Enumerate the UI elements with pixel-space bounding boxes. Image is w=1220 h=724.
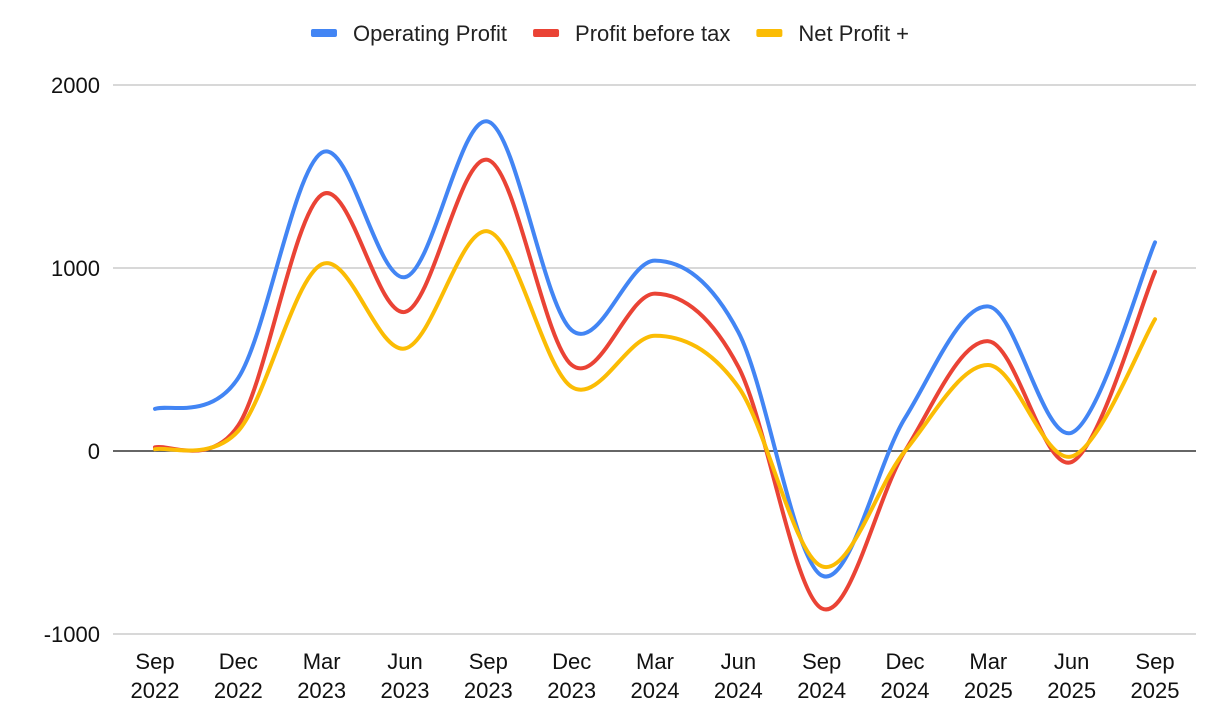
x-tick-year: 2023 — [381, 678, 430, 703]
legend-swatch — [756, 29, 783, 37]
x-tick-month: Sep — [135, 649, 174, 674]
x-tick-label: Dec 2024 — [881, 649, 930, 703]
chart-series — [153, 119, 1157, 612]
x-tick-year: 2024 — [797, 678, 846, 703]
chart-legend: Operating Profit Profit before tax Net Pro… — [310, 21, 909, 46]
x-tick-year: 2024 — [714, 678, 763, 703]
y-tick-label: 1000 — [51, 256, 100, 281]
series-line-net-profit — [153, 229, 1157, 570]
chart-gridlines — [113, 84, 1196, 635]
x-tick-year: 2023 — [547, 678, 596, 703]
x-tick-month: Jun — [1054, 649, 1089, 674]
legend-item: Operating Profit — [310, 21, 507, 46]
x-tick-label: Dec 2022 — [214, 649, 263, 703]
legend-label: Profit before tax — [575, 21, 730, 46]
legend-swatch — [533, 29, 560, 37]
x-tick-year: 2023 — [464, 678, 513, 703]
series-line-operating-profit — [153, 119, 1157, 579]
x-tick-label: Mar 2025 — [964, 649, 1013, 703]
x-tick-month: Mar — [969, 649, 1007, 674]
x-tick-year: 2022 — [214, 678, 263, 703]
x-tick-label: Sep 2023 — [464, 649, 513, 703]
series-line-profit-before-tax — [153, 158, 1157, 612]
x-tick-label: Sep 2022 — [131, 649, 180, 703]
x-tick-month: Dec — [552, 649, 591, 674]
legend-swatch — [310, 29, 337, 37]
x-tick-month: Dec — [219, 649, 258, 674]
x-tick-year: 2024 — [631, 678, 680, 703]
x-tick-label: Mar 2023 — [297, 649, 346, 703]
x-tick-label: Sep 2024 — [797, 649, 846, 703]
x-tick-month: Mar — [636, 649, 674, 674]
x-tick-month: Sep — [469, 649, 508, 674]
x-tick-label: Mar 2024 — [631, 649, 680, 703]
x-tick-month: Mar — [303, 649, 341, 674]
x-tick-month: Jun — [387, 649, 422, 674]
x-tick-year: 2024 — [881, 678, 930, 703]
x-tick-year: 2025 — [1131, 678, 1180, 703]
y-tick-label: 0 — [88, 439, 100, 464]
x-tick-month: Dec — [885, 649, 924, 674]
x-tick-month: Jun — [721, 649, 756, 674]
x-tick-year: 2022 — [131, 678, 180, 703]
x-tick-month: Sep — [1135, 649, 1174, 674]
legend-label: Operating Profit — [353, 21, 507, 46]
legend-label: Net Profit + — [798, 21, 909, 46]
y-tick-label: 2000 — [51, 73, 100, 98]
x-tick-label: Jun 2024 — [714, 649, 763, 703]
x-tick-month: Sep — [802, 649, 841, 674]
x-axis-ticks: Sep 2022 Dec 2022 Mar 2023 Jun 2023 Sep 2023 Dec 20… — [131, 649, 1180, 703]
y-tick-label: -1000 — [44, 622, 100, 647]
x-tick-year: 2023 — [297, 678, 346, 703]
x-tick-label: Sep 2025 — [1131, 649, 1180, 703]
legend-item: Net Profit + — [756, 21, 909, 46]
y-axis-ticks: -1000 0 1000 2000 — [44, 73, 100, 647]
x-tick-year: 2025 — [964, 678, 1013, 703]
x-tick-label: Dec 2023 — [547, 649, 596, 703]
legend-item: Profit before tax — [533, 21, 730, 46]
x-tick-label: Jun 2023 — [381, 649, 430, 703]
x-tick-year: 2025 — [1047, 678, 1096, 703]
x-tick-label: Jun 2025 — [1047, 649, 1096, 703]
